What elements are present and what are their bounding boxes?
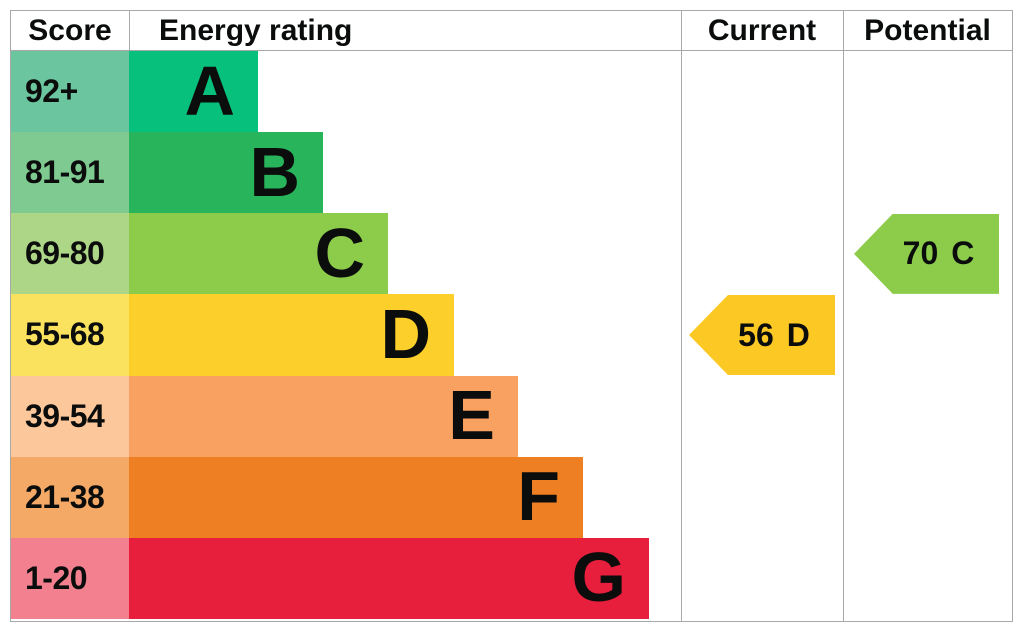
current-column-header: Current <box>707 14 817 47</box>
band-score-range: 69-80 <box>11 213 129 295</box>
band-score-range: 21-38 <box>11 456 129 538</box>
potential-column-divider <box>843 11 844 621</box>
band-letter: G <box>571 538 626 617</box>
band-letter: F <box>517 457 560 536</box>
band-row: 69-80 C <box>11 213 1012 295</box>
band-score-range: 1-20 <box>11 537 129 619</box>
epc-rating-chart: Score Energy rating Current Potential 92… <box>10 10 1013 622</box>
band-row: 55-68 D <box>11 294 1012 376</box>
band-bar: E <box>129 375 518 457</box>
current-column-divider <box>681 11 682 621</box>
band-row: 39-54 E <box>11 375 1012 457</box>
potential-rating-score: 70 <box>902 235 939 272</box>
band-bar: C <box>129 213 388 295</box>
band-row: 21-38 F <box>11 456 1012 538</box>
band-bar: G <box>129 537 649 619</box>
band-score-range: 92+ <box>11 51 129 133</box>
band-score-range: 81-91 <box>11 132 129 214</box>
band-bar: B <box>129 132 323 214</box>
band-letter: E <box>448 376 495 455</box>
potential-rating-band: C <box>951 235 975 272</box>
chart-header-row: Score Energy rating Current Potential <box>11 11 1012 51</box>
band-bar: D <box>129 294 454 376</box>
band-rows: 92+ A 81-91 B 69-80 C 55-68 D 39-54 E 21… <box>11 51 1012 619</box>
band-letter: A <box>184 51 235 130</box>
band-bar: A <box>129 51 258 133</box>
band-row: 81-91 B <box>11 132 1012 214</box>
band-score-range: 39-54 <box>11 375 129 457</box>
band-letter: D <box>380 294 431 373</box>
score-column-header: Score <box>28 14 112 47</box>
energy-rating-column-header: Energy rating <box>159 14 353 47</box>
band-row: 1-20 G <box>11 537 1012 619</box>
band-row: 92+ A <box>11 51 1012 133</box>
band-bar: F <box>129 456 583 538</box>
current-rating-score: 56 <box>738 316 774 353</box>
current-rating-band: D <box>786 316 810 353</box>
band-letter: C <box>314 213 365 292</box>
score-column-divider <box>129 11 130 51</box>
potential-column-header: Potential <box>864 14 991 47</box>
band-letter: B <box>249 132 300 211</box>
band-score-range: 55-68 <box>11 294 129 376</box>
